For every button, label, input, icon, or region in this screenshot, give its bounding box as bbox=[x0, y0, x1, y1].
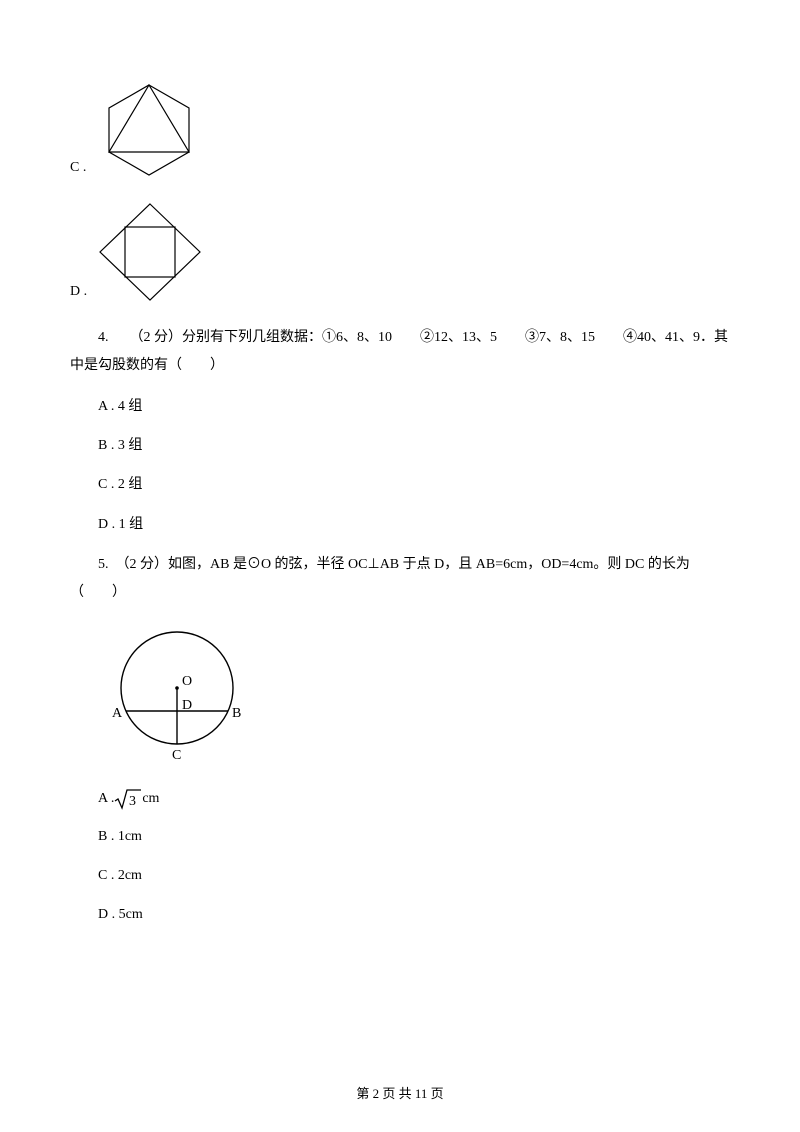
option-label-c: C . bbox=[70, 160, 86, 180]
q4-option-d: D . 1 组 bbox=[98, 512, 730, 537]
svg-text:3: 3 bbox=[129, 794, 136, 809]
q3-option-d: D . bbox=[70, 200, 730, 304]
q5-option-b: B . 1cm bbox=[98, 824, 730, 849]
q3-option-c: C . bbox=[70, 80, 730, 180]
sqrt3-icon: 3 bbox=[114, 788, 142, 810]
q4-option-a: A . 4 组 bbox=[98, 394, 730, 419]
q5-option-d: D . 5cm bbox=[98, 902, 730, 927]
label-o: O bbox=[182, 674, 192, 689]
page-footer: 第 2 页 共 11 页 bbox=[0, 1083, 800, 1102]
label-b: B bbox=[232, 706, 241, 721]
label-c: C bbox=[172, 748, 181, 763]
label-d: D bbox=[182, 698, 192, 713]
q4-text: 4. （2 分）分别有下列几组数据：①6、8、10 ②12、13、5 ③7、8、… bbox=[70, 324, 730, 380]
q5-option-c: C . 2cm bbox=[98, 863, 730, 888]
option-label-d: D . bbox=[70, 284, 87, 304]
q4-option-c: C . 2 组 bbox=[98, 472, 730, 497]
q5-option-a: A . 3 cm bbox=[98, 788, 730, 810]
q5-a-suffix: cm bbox=[142, 791, 159, 807]
q5-text: 5. （2 分）如图，AB 是⊙O 的弦，半径 OC⊥AB 于点 D，且 AB=… bbox=[70, 551, 730, 607]
q4-option-b: B . 3 组 bbox=[98, 433, 730, 458]
label-a: A bbox=[112, 706, 123, 721]
hexagon-triangle-figure bbox=[94, 80, 204, 180]
q5-circle-figure: O D A B C bbox=[102, 623, 730, 768]
square-in-diamond-figure bbox=[95, 200, 205, 304]
q5-a-prefix: A . bbox=[98, 791, 114, 807]
